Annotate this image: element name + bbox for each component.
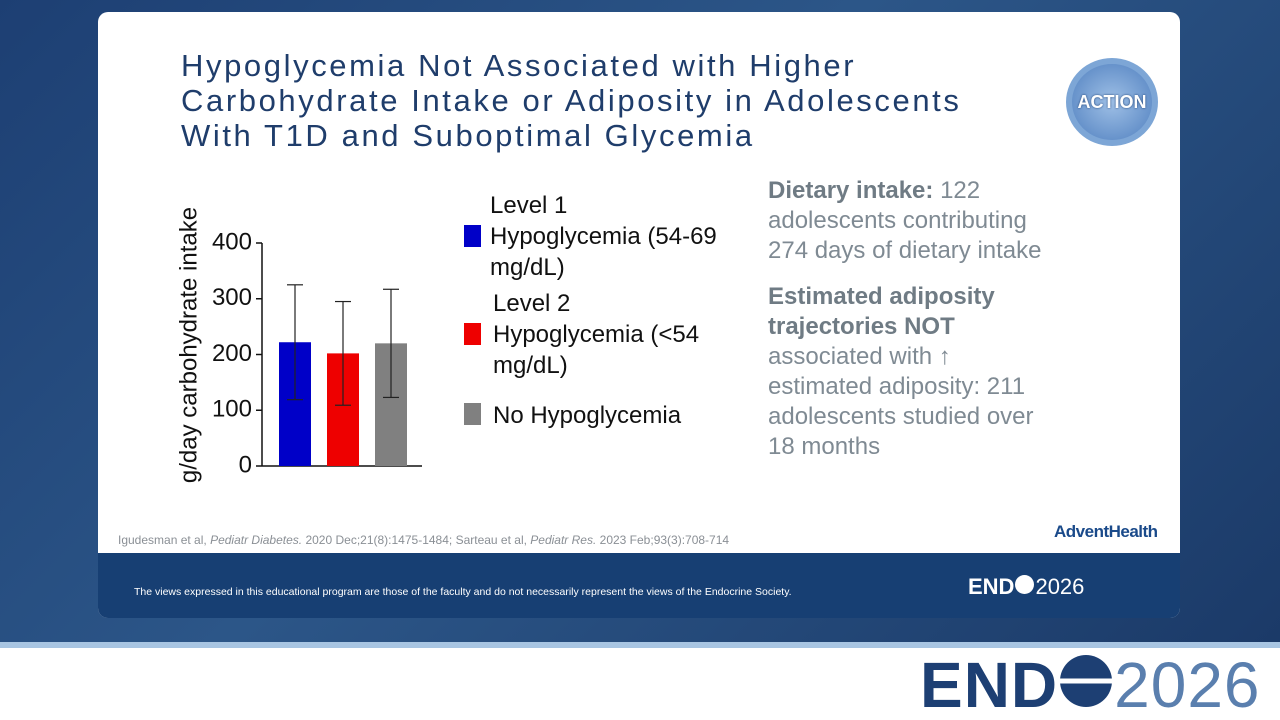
globe xyxy=(1060,655,1113,707)
legend-swatch xyxy=(464,403,481,425)
finding: Estimated adiposity trajectories NOT ass… xyxy=(768,282,1108,462)
finding-bold: Estimated adiposity trajectories NOT xyxy=(768,283,995,340)
study-logo: ACTION xyxy=(1066,58,1158,146)
citation-part: Pediatr Res. xyxy=(530,533,597,547)
finding-bold: Dietary intake: xyxy=(768,177,934,204)
y-tick-label: 300 xyxy=(212,284,252,311)
findings: Dietary intake: 122 adolescents contribu… xyxy=(768,176,1108,478)
finding-text: associated with ↑ estimated adiposity: 2… xyxy=(768,343,1034,460)
slide-title: Hypoglycemia Not Associated with Higher … xyxy=(181,48,962,153)
footer-band xyxy=(98,553,1180,618)
legend-label: Level 2 Hypoglycemia (<54 mg/dL) xyxy=(493,290,700,379)
y-tick-label: 200 xyxy=(212,340,252,367)
citation: Igudesman et al, Pediatr Diabetes. 2020 … xyxy=(118,533,729,547)
y-tick-label: 100 xyxy=(212,396,252,423)
citation-part: Pediatr Diabetes. xyxy=(210,533,303,547)
finding: Dietary intake: 122 adolescents contribu… xyxy=(768,176,1108,266)
legend-swatch xyxy=(464,323,481,345)
citation-part: Igudesman et al, xyxy=(118,533,211,547)
citation-part: 2020 Dec;21(8):1475-1484; Sarteau et al, xyxy=(302,533,531,547)
y-tick-label: 0 xyxy=(239,451,252,478)
legend-swatch xyxy=(464,225,481,247)
legend-label: Level 1 Hypoglycemia (54-69 mg/dL) xyxy=(490,192,717,281)
globe xyxy=(1015,575,1035,594)
logo-left: END xyxy=(920,649,1059,720)
y-axis-title: g/day carbohydrate intake xyxy=(175,207,202,483)
stripe xyxy=(0,642,1280,648)
error-bar xyxy=(335,300,351,406)
y-tick-label: 400 xyxy=(212,228,252,255)
disclaimer: The views expressed in this educational … xyxy=(134,586,792,598)
event-logo: END 2026 xyxy=(920,651,1261,719)
error-bar xyxy=(383,288,399,399)
citation-part: 2023 Feb;93(3):708-714 xyxy=(596,533,730,547)
logo-right: 2026 xyxy=(1035,574,1085,599)
logo-left: END xyxy=(968,574,1015,599)
error-bar xyxy=(287,284,303,401)
sponsor-logo: AdventHealth xyxy=(1054,522,1158,541)
slide-card xyxy=(98,12,1180,618)
event-logo-small: END 2026 xyxy=(968,574,1084,600)
logo-right: 2026 xyxy=(1114,649,1261,720)
legend-label: No Hypoglycemia xyxy=(493,402,682,429)
finding-text: 122 adolescents contributing 274 days of… xyxy=(768,177,1042,264)
